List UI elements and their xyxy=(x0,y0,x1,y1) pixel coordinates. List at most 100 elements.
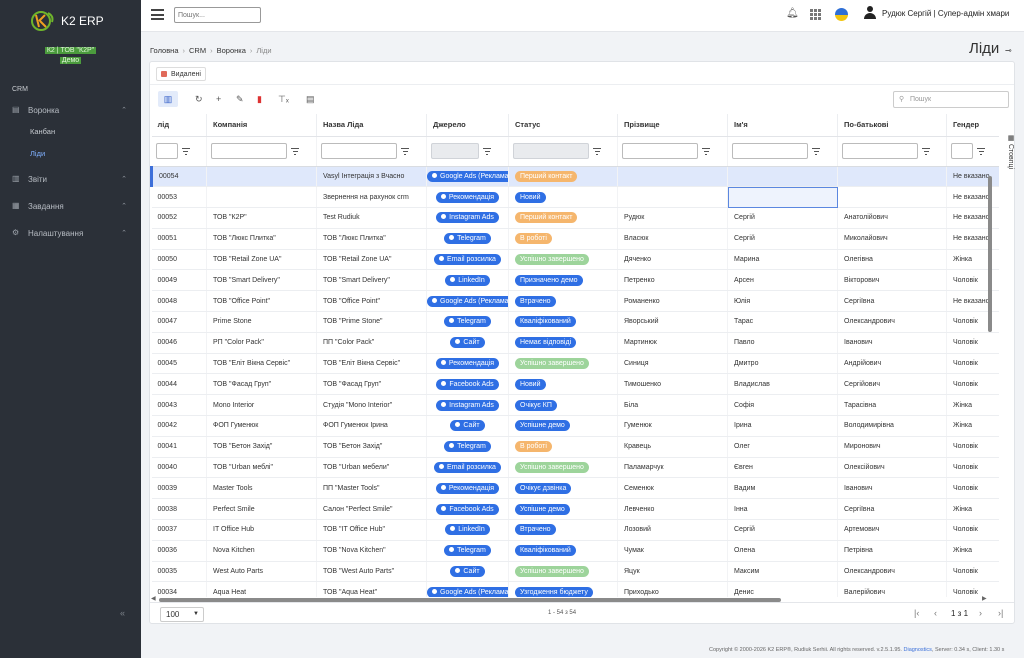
cell-company[interactable]: ФОП Гуменюк xyxy=(206,415,317,437)
clear-filter-icon[interactable]: ⊤ₓ xyxy=(278,94,289,104)
grid-search-input[interactable]: ⚲ Пошук xyxy=(893,91,1009,108)
pin-icon[interactable]: ⊸ xyxy=(1005,46,1012,55)
cell-company[interactable] xyxy=(206,186,317,209)
cell-company[interactable]: ТОВ "Urban меблі" xyxy=(206,457,317,479)
cell-first-name[interactable] xyxy=(727,186,838,209)
cell-status[interactable]: Успішно завершено xyxy=(508,249,618,271)
filter-input[interactable] xyxy=(211,143,287,159)
diagnostics-link[interactable]: Diagnostics xyxy=(903,647,932,653)
cell-source[interactable]: Instagram Ads xyxy=(426,394,509,417)
cell-status[interactable]: Успішно завершено xyxy=(508,561,618,583)
cell-first-name[interactable]: Ірина xyxy=(727,415,838,437)
cell-last-name[interactable]: Приходько xyxy=(617,581,728,597)
cell-last-name[interactable]: Дяченко xyxy=(617,249,728,271)
last-page-icon[interactable]: ›| xyxy=(998,608,1004,618)
cell-company[interactable]: Mono Interior xyxy=(206,394,317,417)
cell-first-name[interactable]: Сергій xyxy=(727,207,838,229)
view-toggle-icon[interactable]: ▥ xyxy=(158,91,178,107)
export-icon[interactable]: ▤ xyxy=(306,94,315,104)
cell-id[interactable]: 00037 xyxy=(151,519,207,541)
cell-status[interactable]: Перший контакт xyxy=(508,207,618,229)
cell-source[interactable]: Email розсилка xyxy=(426,457,509,479)
vertical-scrollbar[interactable] xyxy=(988,176,992,332)
refresh-icon[interactable]: ↻ xyxy=(195,94,203,104)
cell-last-name[interactable]: Паламарчук xyxy=(617,457,728,479)
filter-icon[interactable] xyxy=(181,147,190,155)
cell-gender[interactable]: Не вказано xyxy=(946,166,999,188)
cell-gender[interactable]: Жінка xyxy=(946,249,999,271)
cell-lead-name[interactable]: ТОВ "West Auto Parts" xyxy=(316,561,427,583)
breadcrumb-crm[interactable]: CRM xyxy=(189,46,207,55)
cell-status[interactable]: Очікує КП xyxy=(508,394,618,417)
sidebar-item-funnel[interactable]: ▤ Воронка ⌃ xyxy=(0,99,141,121)
cell-company[interactable] xyxy=(206,166,317,188)
sidebar-item-leads[interactable]: Ліди xyxy=(30,149,46,158)
cell-last-name[interactable]: Яворський xyxy=(617,311,728,333)
cell-lead-name[interactable]: Студія "Mono Interior" xyxy=(316,394,427,417)
cell-status[interactable]: Перший контакт xyxy=(508,166,618,188)
cell-gender[interactable]: Жінка xyxy=(946,498,999,521)
cell-last-name[interactable]: Левченко xyxy=(617,498,728,521)
cell-middle-name[interactable]: Олександрович xyxy=(837,311,947,333)
organization[interactable]: К2 | ТОВ "К2Р" Демо xyxy=(0,46,141,66)
cell-last-name[interactable]: Тимошенко xyxy=(617,373,728,396)
cell-lead-name[interactable]: ТОВ "Retail Zone UA" xyxy=(316,249,427,271)
breadcrumb-funnel[interactable]: Воронка xyxy=(216,46,246,55)
table-row[interactable]: 00037 IT Office Hub ТОВ "IT Office Hub" Lin… xyxy=(151,519,999,541)
cell-company[interactable]: Master Tools xyxy=(206,477,317,500)
cell-first-name[interactable]: Сергій xyxy=(727,228,838,250)
cell-company[interactable]: ТОВ "К2Р" xyxy=(206,207,317,229)
cell-lead-name[interactable]: ТОВ "Prime Stone" xyxy=(316,311,427,333)
cell-lead-name[interactable]: ТОВ "Бетон Захід" xyxy=(316,436,427,458)
cell-last-name[interactable]: Синиця xyxy=(617,353,728,375)
cell-id[interactable]: 00052 xyxy=(151,207,207,229)
col-header-lead-name[interactable]: Назва Ліда xyxy=(316,114,427,137)
cell-source[interactable]: Google Ads (Реклама) xyxy=(426,290,509,313)
cell-status[interactable]: Кваліфікований xyxy=(508,540,618,562)
cell-source[interactable]: Рекомендація xyxy=(426,477,509,500)
cell-lead-name[interactable]: Test Rudiuk xyxy=(316,207,427,229)
filter-input[interactable] xyxy=(842,143,918,159)
cell-source[interactable]: Telegram xyxy=(426,311,509,333)
table-row[interactable]: 00050 ТОВ "Retail Zone UA" ТОВ "Retail Zon… xyxy=(151,249,999,271)
filter-input[interactable] xyxy=(951,143,973,159)
cell-id[interactable]: 00054 xyxy=(150,166,207,188)
cell-id[interactable]: 00042 xyxy=(151,415,207,437)
scroll-left-icon[interactable]: ◀ xyxy=(151,596,156,602)
sidebar-item-tasks[interactable]: ▦ Завдання ⌃ xyxy=(0,195,141,217)
cell-middle-name[interactable]: Миронович xyxy=(837,436,947,458)
cell-company[interactable]: IT Office Hub xyxy=(206,519,317,541)
cell-id[interactable]: 00040 xyxy=(151,457,207,479)
cell-status[interactable]: Втрачено xyxy=(508,519,618,541)
cell-last-name[interactable]: Власюк xyxy=(617,228,728,250)
cell-first-name[interactable]: Олег xyxy=(727,436,838,458)
cell-middle-name[interactable]: Артемович xyxy=(837,519,947,541)
cell-source[interactable]: Telegram xyxy=(426,540,509,562)
filter-icon[interactable] xyxy=(922,147,930,155)
cell-id[interactable]: 00035 xyxy=(151,561,207,583)
cell-status[interactable]: Успішне демо xyxy=(508,498,618,521)
cell-company[interactable]: РП "Color Pack" xyxy=(206,332,317,354)
cell-middle-name[interactable]: Сергіївна xyxy=(837,290,947,313)
cell-first-name[interactable]: Денис xyxy=(727,581,838,597)
sidebar-item-reports[interactable]: ▥ Звіти ⌃ xyxy=(0,168,141,190)
table-row[interactable]: 00035 West Auto Parts ТОВ "West Auto Parts… xyxy=(151,561,999,583)
table-row[interactable]: 00034 Aqua Heat ТОВ "Aqua Heat" Google Ads … xyxy=(151,581,999,597)
cell-middle-name[interactable]: Андрійович xyxy=(837,353,947,375)
cell-first-name[interactable] xyxy=(727,166,838,188)
cell-company[interactable]: Aqua Heat xyxy=(206,581,317,597)
cell-status[interactable]: Успішно завершено xyxy=(508,457,618,479)
table-row[interactable]: 00051 ТОВ "Люкс Плитка" ТОВ "Люкс Плитка" T… xyxy=(151,228,999,250)
table-row[interactable]: 00047 Prime Stone ТОВ "Prime Stone" Telegra… xyxy=(151,311,999,333)
filter-input[interactable] xyxy=(321,143,397,159)
cell-middle-name[interactable]: Тарасівна xyxy=(837,394,947,417)
cell-middle-name[interactable]: Анатолійович xyxy=(837,207,947,229)
cell-last-name[interactable]: Мартинюк xyxy=(617,332,728,354)
table-row[interactable]: 00043 Mono Interior Студія "Mono Interior"… xyxy=(151,394,999,417)
prev-page-icon[interactable]: ‹ xyxy=(934,608,937,618)
breadcrumb-home[interactable]: Головна xyxy=(150,46,179,55)
table-row[interactable]: 00049 ТОВ "Smart Delivery" ТОВ "Smart Deli… xyxy=(151,269,999,292)
cell-status[interactable]: Призначено демо xyxy=(508,269,618,292)
table-row[interactable]: 00044 ТОВ "Фасад Груп" ТОВ "Фасад Груп" Fac… xyxy=(151,373,999,396)
cell-company[interactable]: ТОВ "Фасад Груп" xyxy=(206,373,317,396)
